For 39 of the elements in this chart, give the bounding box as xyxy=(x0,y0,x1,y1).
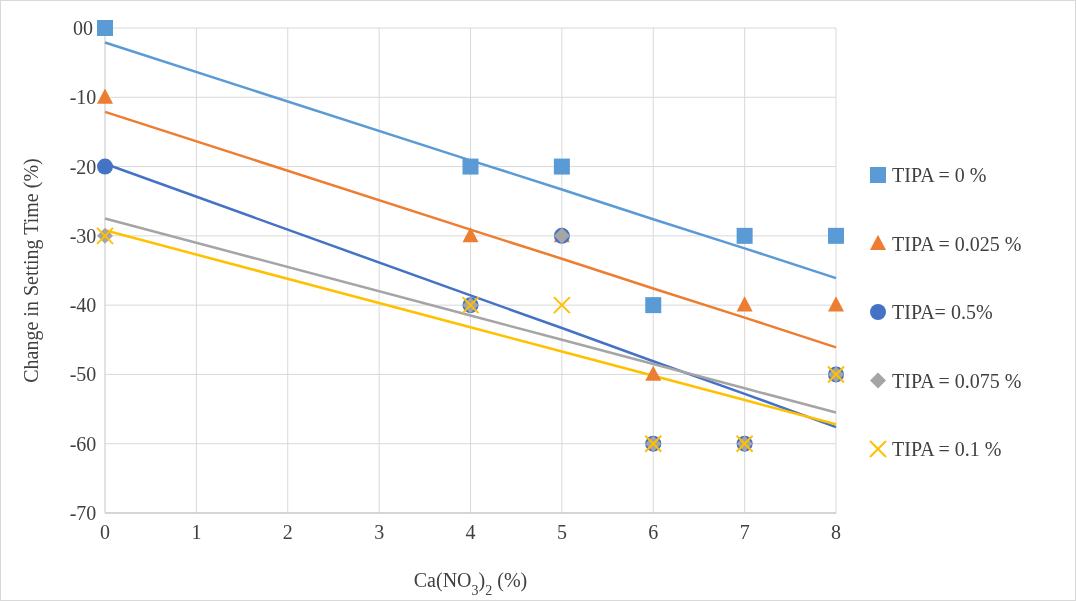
point xyxy=(552,296,571,315)
point xyxy=(828,227,844,244)
x-tick-label: 4 xyxy=(465,521,476,543)
y-tick-label: -30 xyxy=(69,224,97,247)
point xyxy=(97,158,113,175)
point xyxy=(828,296,844,312)
x-axis-title: Ca(NO$_{3}$)$_{2}$ (%) xyxy=(413,569,528,598)
y-tick-label: -70 xyxy=(69,502,97,524)
y-tick-label: -40 xyxy=(69,294,97,317)
point xyxy=(553,158,570,175)
line-series xyxy=(103,110,838,349)
legend-label: TIPA = 0 % xyxy=(892,164,987,186)
point xyxy=(645,365,662,381)
x-tick-label: 7 xyxy=(739,521,750,543)
point xyxy=(462,158,479,175)
y-tick-label: 00 xyxy=(73,17,93,39)
point xyxy=(97,20,113,36)
point xyxy=(736,227,753,244)
legend-label: TIPA = 0.1 % xyxy=(892,438,1002,460)
y-tick-label: -20 xyxy=(69,155,97,178)
x-tick-label: 3 xyxy=(374,521,385,543)
point xyxy=(97,88,113,104)
x-tick-label: 1 xyxy=(191,521,202,543)
legend-label: TIPA= 0.5% xyxy=(892,301,993,323)
point xyxy=(645,297,662,314)
line-series xyxy=(103,41,838,280)
point xyxy=(736,296,753,312)
x-tick-label: 8 xyxy=(831,521,841,543)
y-tick-label: -60 xyxy=(69,432,97,455)
y-axis-title: Change in Setting Time (%) xyxy=(20,158,43,383)
x-tick-label: 5 xyxy=(556,521,567,543)
x-tick-label: 0 xyxy=(100,521,110,543)
x-tick-label: 2 xyxy=(282,521,293,543)
point xyxy=(462,227,479,243)
y-tick-label: -10 xyxy=(69,86,97,109)
x-tick-label: 6 xyxy=(648,521,659,543)
legend-label: TIPA = 0.025 % xyxy=(892,232,1022,255)
y-tick-label: -50 xyxy=(69,363,97,386)
legend-label: TIPA = 0.075 % xyxy=(892,369,1022,392)
